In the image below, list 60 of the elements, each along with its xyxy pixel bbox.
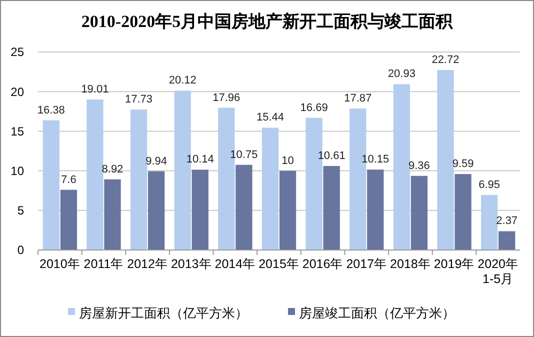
- y-tick-label: 5: [17, 204, 24, 218]
- x-tick-label: 2018年: [390, 257, 431, 271]
- data-label: 20.12: [168, 74, 196, 87]
- bar: [130, 110, 148, 250]
- data-label: 9.59: [452, 158, 474, 170]
- bar: [393, 84, 410, 250]
- data-label: 15.44: [256, 112, 284, 124]
- bar: [60, 190, 77, 250]
- data-label: 16.38: [37, 104, 65, 116]
- bar: [148, 171, 165, 250]
- bar: [498, 231, 516, 250]
- x-tick-label: 2015年: [258, 257, 300, 271]
- bar: [192, 170, 208, 250]
- bar: [86, 99, 104, 250]
- x-tick-label: 2017年: [346, 257, 388, 271]
- bar: [262, 128, 279, 250]
- bar: [454, 174, 472, 250]
- data-label: 20.93: [388, 68, 416, 80]
- bar: [323, 166, 340, 250]
- bar: [437, 70, 454, 250]
- data-label: 16.69: [300, 102, 328, 114]
- data-label: 2.37: [496, 215, 518, 228]
- data-label: 10.14: [186, 154, 214, 166]
- x-tick-label: 2019年: [434, 257, 475, 271]
- data-label: 8.92: [102, 163, 124, 176]
- bar: [279, 170, 296, 250]
- data-label: 17.87: [344, 92, 372, 104]
- x-tick-label: 2014年: [214, 257, 256, 271]
- data-label: 9.94: [146, 155, 168, 168]
- data-label: 10: [282, 154, 294, 167]
- data-label: 9.36: [408, 160, 430, 172]
- bar: [42, 120, 60, 250]
- data-label: 19.01: [81, 83, 109, 96]
- x-tick-label: 2016年: [302, 257, 344, 271]
- bar: [236, 164, 252, 250]
- data-label: 17.96: [212, 92, 240, 104]
- x-tick-label: 2012年: [127, 257, 168, 271]
- data-label: 17.73: [125, 94, 153, 106]
- legend-label: 房屋竣工面积（亿平方米）: [299, 306, 455, 321]
- x-tick-label: 2010年: [40, 257, 80, 271]
- data-label: 22.72: [432, 54, 460, 66]
- data-label: 10.15: [362, 154, 390, 166]
- y-tick-label: 10: [10, 164, 24, 178]
- data-label: 7.6: [61, 174, 76, 186]
- bar: [367, 170, 384, 250]
- x-tick-label: 2011年: [84, 257, 124, 271]
- data-label: 10.75: [230, 148, 258, 161]
- data-label: 6.95: [478, 178, 500, 191]
- x-tick-label: 2013年: [170, 257, 212, 271]
- bar: [481, 194, 498, 250]
- data-label: 10.61: [318, 150, 346, 162]
- y-tick-label: 0: [17, 243, 24, 258]
- x-tick-label: 2020年1-5月: [478, 257, 518, 286]
- legend-label: 房屋新开工面积（亿平方米）: [79, 306, 248, 321]
- y-tick-label: 20: [10, 84, 24, 99]
- bar: [104, 179, 121, 250]
- bar: [410, 176, 428, 250]
- y-tick-label: 25: [10, 45, 24, 60]
- chart-title: 2010-2020年5月中国房地产新开工面积与竣工面积: [81, 12, 454, 31]
- y-tick-label: 15: [10, 124, 24, 138]
